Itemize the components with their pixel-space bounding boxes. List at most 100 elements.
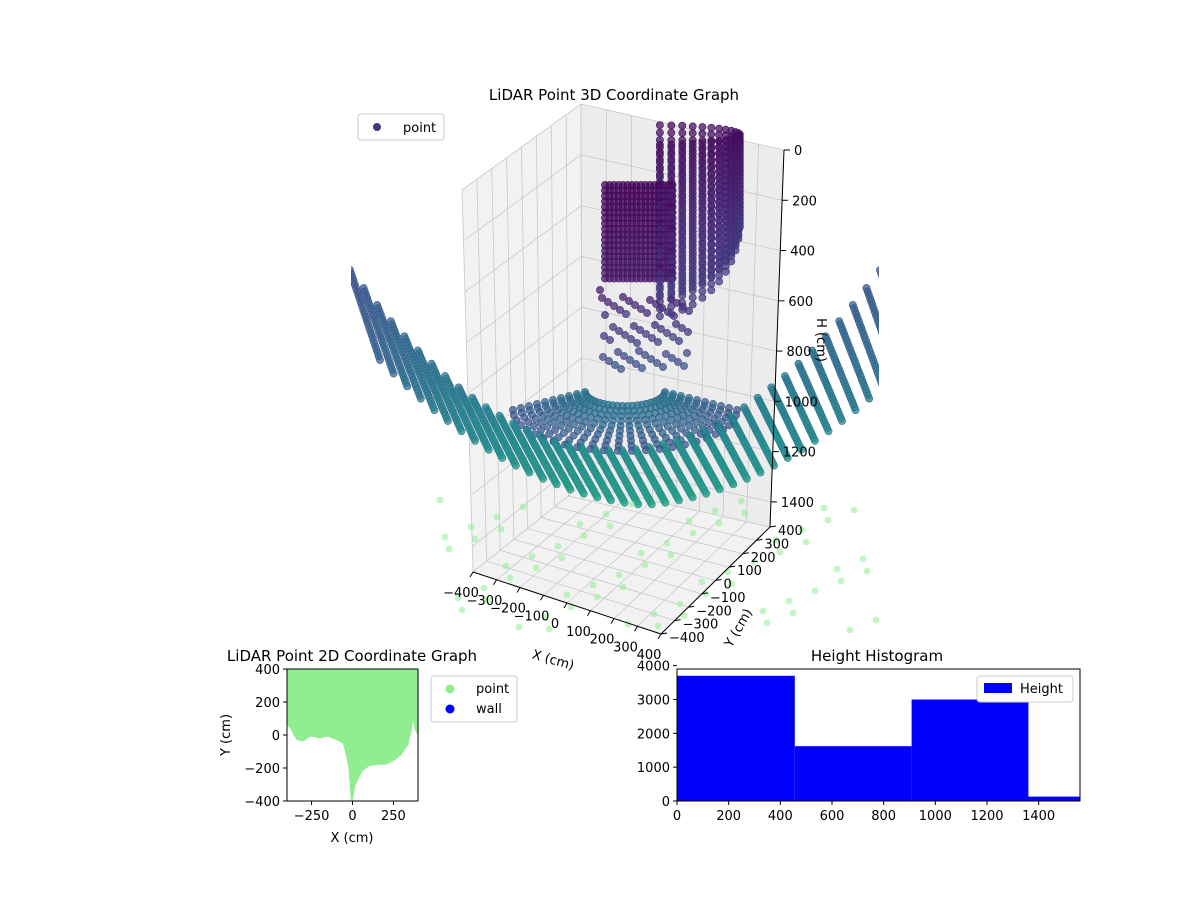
chart-3d-point	[557, 421, 565, 430]
chart-3d-point	[635, 347, 643, 355]
chart-3d-point	[430, 406, 439, 414]
chart-3d-point	[678, 291, 687, 300]
chart-3d-y-tick-mark	[742, 552, 749, 555]
chart-3d-floor-point	[615, 571, 623, 579]
chart-3d-y-tick-label: 400	[778, 524, 803, 539]
chart-3d-point	[906, 356, 913, 363]
chart-3d-y-tick-mark	[660, 632, 668, 635]
chart-3d-point	[673, 299, 681, 307]
chart-3d-grid-line	[637, 521, 747, 627]
chart-height-histogram: Height Histogram 0 200 400 600 800 1000 1200 14…	[637, 647, 1081, 824]
chart-3d-grid-line	[466, 256, 582, 344]
chart-3d-point	[559, 429, 568, 437]
chart-3d-floor-point	[593, 593, 601, 601]
chart-3d-z-tick-label: 1400	[781, 496, 814, 511]
chart-2d-x-tick-label: 250	[381, 809, 406, 824]
chart-3d-point	[721, 267, 730, 276]
chart-3d-point	[683, 349, 691, 357]
chart-3d-point	[688, 122, 697, 131]
chart-3d-point	[882, 284, 889, 291]
chart-3d-point	[656, 121, 664, 129]
chart-3d-floor-point	[846, 626, 854, 634]
chart-3d-point	[616, 306, 624, 314]
histogram-x-tick-label: 1400	[1022, 809, 1055, 824]
chart-3d-point	[651, 321, 659, 329]
chart-3d-point	[524, 418, 533, 426]
chart-3d-point	[627, 335, 635, 343]
chart-3d-point	[890, 306, 897, 313]
chart-3d-point	[551, 426, 559, 434]
chart-3d-point	[672, 320, 680, 328]
chart-3d-point	[684, 328, 692, 336]
chart-3d-point	[631, 301, 639, 309]
chart-3d-point	[622, 310, 630, 318]
chart-3d-points	[351, 121, 913, 634]
histogram-y-tick-label: 4000	[637, 660, 670, 675]
chart-3d-floor-point	[532, 564, 540, 572]
chart-3d-point	[670, 312, 678, 320]
chart-3d-point	[605, 357, 613, 365]
chart-3d-point	[654, 338, 662, 346]
chart-3d-point	[630, 322, 638, 330]
chart-3d-point	[705, 418, 713, 427]
chart-3d-x-tick-label: 100	[566, 625, 591, 640]
chart-3d-floor-point	[436, 496, 444, 504]
chart-3d-floor-point	[541, 613, 549, 621]
chart-3d-floor-point	[493, 513, 501, 521]
chart-3d-point	[609, 323, 617, 331]
chart-3d-point	[811, 436, 819, 445]
chart-3d-point	[632, 360, 640, 368]
histogram-bars	[677, 675, 1080, 801]
chart-3d-legend-label: point	[403, 121, 436, 136]
chart-3d-point	[756, 468, 765, 477]
chart-3d-floor-point	[506, 574, 514, 582]
chart-2d-y-tick-label: 200	[255, 696, 280, 711]
histogram-y-tick-label: 1000	[637, 761, 670, 776]
chart-3d-floor-point	[824, 516, 832, 524]
histogram-legend-label: Height	[1020, 682, 1063, 697]
chart-3d-point	[525, 468, 534, 477]
chart-3d-point	[677, 424, 685, 433]
chart-3d-floor-point	[676, 600, 684, 608]
chart-3d-grid-line	[554, 506, 743, 555]
chart-3d-point	[659, 363, 667, 371]
chart-3d-point	[416, 394, 425, 403]
chart-3d-x-tick-mark	[493, 579, 497, 586]
chart-3d-point	[884, 346, 891, 353]
chart-3d-x-tick-label: 300	[613, 640, 638, 655]
chart-3d-y-tick-label: −400	[669, 631, 705, 646]
chart-3d-grid-line	[491, 168, 501, 551]
chart-3d-grid-line	[746, 144, 760, 522]
chart-3d-floor-point	[667, 551, 675, 559]
chart-3d-point	[692, 418, 701, 427]
histogram-y-ticks: 0 1000 2000 3000 4000	[637, 660, 677, 810]
chart-3d-z-axis-line	[769, 149, 785, 528]
chart-3d-x-tick-mark	[610, 618, 615, 624]
histogram-y-tick-label: 0	[662, 795, 670, 810]
chart-3d-point	[675, 337, 683, 345]
chart-3d-z-tick-label: 200	[792, 194, 817, 209]
chart-3d-point	[620, 352, 628, 360]
chart-2d-y-ticks: −400 −200 0 200 400	[244, 663, 287, 810]
chart-3d-point	[680, 362, 688, 370]
chart-3d-floor-point	[820, 504, 828, 512]
chart-3d-grid-line	[506, 157, 515, 540]
chart-3d-point	[471, 436, 479, 445]
chart-2d-y-label: Y (cm)	[219, 714, 234, 757]
chart-3d-point	[743, 474, 751, 483]
chart-3d-floor-point	[497, 525, 505, 533]
chart-3d-point	[894, 320, 901, 327]
chart-3d-y-tick-mark	[729, 565, 736, 568]
chart-3d-point	[376, 356, 384, 364]
chart-3d-point	[642, 330, 650, 338]
chart-3d-point	[662, 350, 670, 358]
chart-3d-floor-point	[454, 594, 462, 602]
chart-3d-point	[890, 363, 897, 370]
chart-3d-floor-point	[763, 619, 771, 627]
chart-3d-point	[667, 121, 676, 130]
chart-3d-point	[688, 293, 697, 302]
chart-3d-floor-point	[663, 539, 671, 547]
chart-3d-point	[633, 339, 641, 347]
chart-3d-point	[685, 307, 693, 315]
